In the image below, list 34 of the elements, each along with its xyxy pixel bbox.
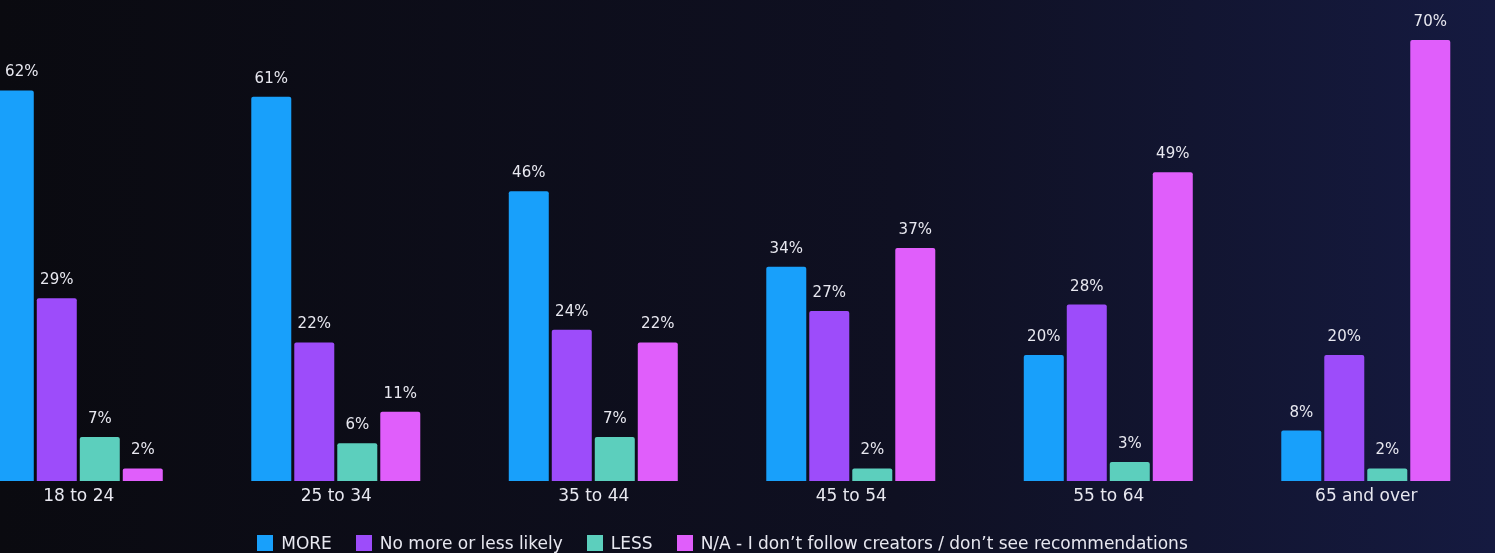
data-label: 8%: [1289, 402, 1314, 421]
data-label: 7%: [87, 408, 112, 427]
data-label: 24%: [555, 301, 589, 320]
data-label: 2%: [1375, 440, 1400, 459]
data-label: 22%: [297, 314, 331, 333]
data-label: 2%: [130, 440, 155, 459]
data-label: 27%: [812, 282, 846, 301]
data-label: 70%: [1413, 12, 1447, 30]
legend-label: LESS: [609, 533, 653, 553]
data-label: 34%: [769, 238, 803, 257]
data-label: 20%: [1327, 327, 1361, 345]
x-tick-label: 35 to 44: [558, 485, 630, 506]
legend-label: MORE: [280, 533, 332, 553]
data-label: 2%: [860, 440, 885, 459]
x-tick-label: 18 to 24: [43, 485, 115, 506]
legend-label: No more or less likely: [378, 533, 563, 553]
x-tick-label: 45 to 54: [815, 485, 887, 506]
data-label: 46%: [512, 163, 546, 182]
data-label: 7%: [602, 408, 627, 427]
data-label: 49%: [1156, 144, 1190, 163]
legend-label: N/A - I don’t follow creators / don’t see recommendations: [699, 533, 1188, 553]
x-tick-label: 65 and over: [1315, 485, 1418, 506]
x-tick-label: 55 to 64: [1073, 485, 1145, 506]
data-label: 28%: [1070, 276, 1104, 295]
data-label: 37%: [898, 219, 932, 238]
data-label: 62%: [5, 62, 39, 81]
x-tick-label: 25 to 34: [300, 485, 372, 506]
data-label: 11%: [383, 383, 417, 402]
data-label: 20%: [1027, 327, 1061, 345]
data-label: 29%: [40, 270, 74, 289]
data-label: 22%: [641, 314, 675, 333]
data-label: 61%: [254, 68, 288, 87]
data-label: 6%: [345, 415, 370, 434]
data-label: 3%: [1117, 434, 1142, 453]
